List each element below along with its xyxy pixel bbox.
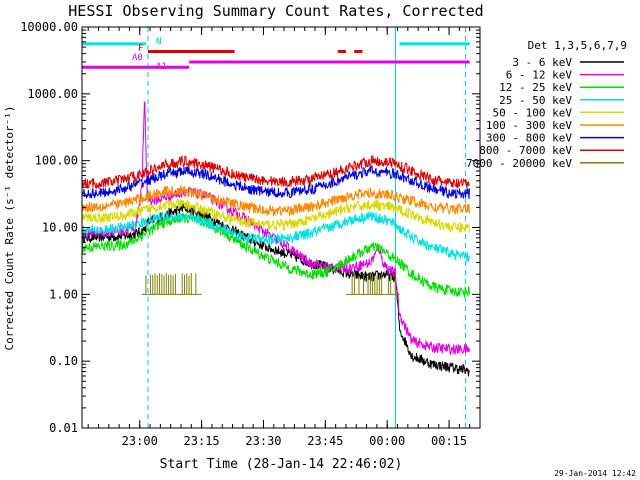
timestamp: 29-Jan-2014 12:42 [554,469,636,478]
legend-label: 50 - 100 keV [493,106,573,119]
series-line [82,185,470,217]
series-line [82,155,470,189]
series-group [82,101,470,377]
y-tick-label: 1000.00 [27,87,78,101]
flag-label-a0: A0 [132,53,143,63]
chart-title: HESSI Observing Summary Count Rates, Cor… [68,2,483,20]
y-tick-label: 0.10 [49,354,78,368]
legend-title: Det 1,3,5,6,7,9 [528,39,627,52]
flag-label-n: N [156,37,161,47]
y-tick-label: 1.00 [49,287,78,301]
legend-label: 3 - 6 keV [512,56,572,69]
y-tick-label: 100.00 [35,154,78,168]
series-line [82,212,470,299]
legend-label: 7000 - 20000 keV [466,157,572,170]
series-line [141,272,400,295]
series-line [82,165,470,200]
y-axis: 0.01 0.10 1.00 10.00 100.00 1000.00 10000.00 [20,20,480,435]
x-tick-label: 23:00 [122,434,158,448]
x-tick-label: 00:00 [369,434,405,448]
legend-label: 25 - 50 keV [499,94,572,107]
series-line [82,211,470,262]
legend-label: 100 - 300 keV [486,119,572,132]
flag-label-f: F [138,44,143,54]
plot-frame [81,26,481,429]
x-axis: 23:00 23:15 23:30 23:45 00:00 00:15 [87,27,481,448]
legend-label: 800 - 7000 keV [479,144,572,157]
legend-label: 12 - 25 keV [499,81,572,94]
x-tick-label: 23:30 [245,434,281,448]
y-tick-label: 0.01 [49,421,78,435]
x-tick-label: 23:45 [307,434,343,448]
series-line [82,198,470,234]
x-tick-label: 00:15 [431,434,467,448]
legend-label: 300 - 800 keV [486,132,572,145]
y-tick-label: 10000.00 [20,20,78,34]
y-axis-label: Corrected Count Rate (s⁻¹ detector⁻¹) [3,105,16,350]
flag-bars [82,42,470,69]
y-tick-label: 10.00 [42,221,78,235]
x-tick-label: 23:15 [184,434,220,448]
x-axis-label: Start Time (28-Jan-14 22:46:02) [160,457,403,472]
legend-label: 6 - 12 keV [506,69,573,82]
flag-label-a1: A1 [156,62,167,72]
